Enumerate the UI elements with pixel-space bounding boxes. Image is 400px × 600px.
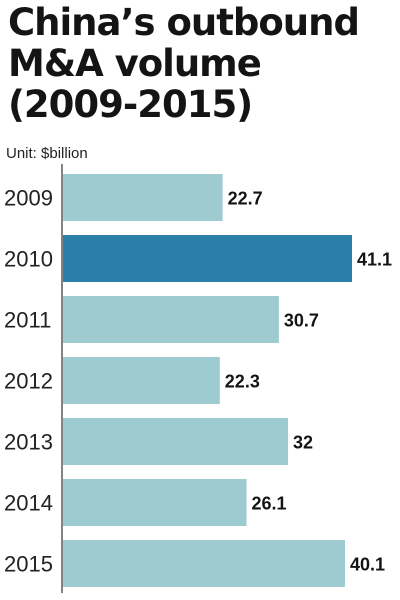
value-label-2013: 32 — [293, 433, 313, 453]
category-label-2012: 2012 — [4, 369, 53, 394]
category-label-2013: 2013 — [4, 430, 53, 455]
chart-title-line-1: China’s outbound — [8, 1, 360, 44]
value-label-2014: 26.1 — [252, 494, 287, 514]
category-label-2010: 2010 — [4, 247, 53, 272]
category-label-2015: 2015 — [4, 552, 53, 577]
chart-title-line-2: M&A volume — [8, 42, 262, 85]
bar-group: 2009 22.7 2010 41.1 2011 30.7 2012 22.3 2013 32 20… — [4, 174, 392, 587]
bar-2009 — [63, 174, 223, 221]
value-label-2010: 41.1 — [357, 250, 392, 270]
category-label-2014: 2014 — [4, 491, 53, 516]
bar-2014 — [63, 479, 247, 526]
bar-chart: 2009 22.7 2010 41.1 2011 30.7 2012 22.3 2013 32 20… — [4, 164, 392, 593]
bar-2013 — [63, 418, 289, 465]
unit-label: Unit: $billion — [6, 145, 88, 162]
category-label-2009: 2009 — [4, 186, 53, 211]
bar-2015 — [63, 540, 345, 587]
bar-2010 — [63, 235, 352, 282]
category-label-2011: 2011 — [4, 308, 51, 333]
value-label-2011: 30.7 — [284, 311, 319, 331]
bar-2011 — [63, 296, 279, 343]
chart-title: China’s outbound M&A volume (2009-2015) — [8, 2, 398, 125]
chart-title-line-3: (2009-2015) — [8, 83, 253, 126]
value-label-2015: 40.1 — [350, 555, 385, 575]
value-label-2009: 22.7 — [228, 189, 263, 209]
value-label-2012: 22.3 — [225, 372, 260, 392]
bar-2012 — [63, 357, 220, 404]
